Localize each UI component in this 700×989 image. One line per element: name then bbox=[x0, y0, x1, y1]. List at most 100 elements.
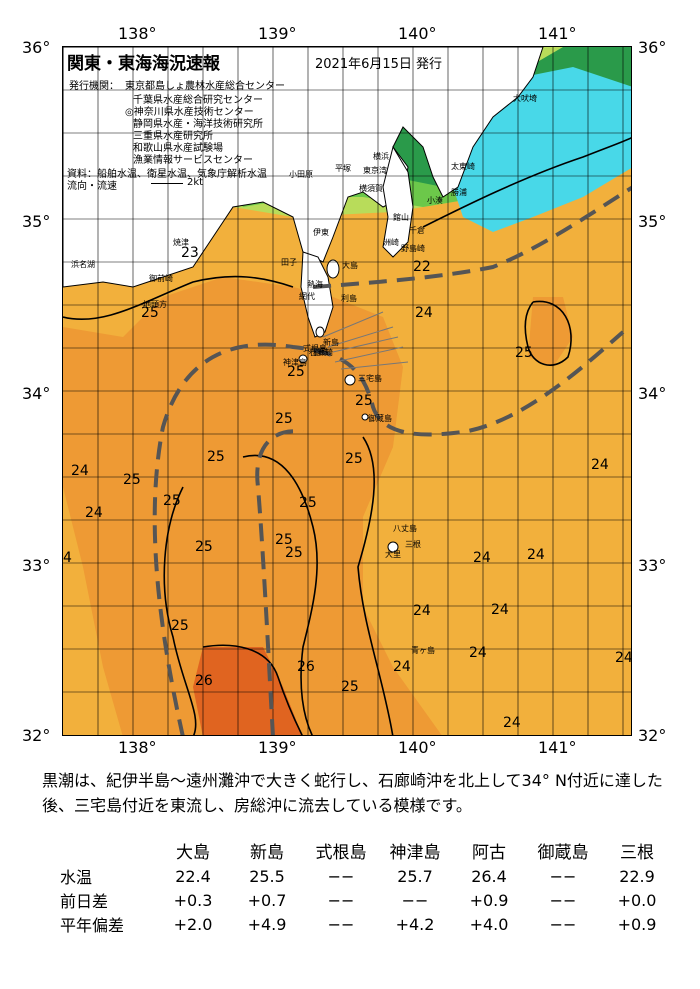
niijima-island bbox=[315, 326, 325, 338]
place-inubozaki: 大吠埼 bbox=[513, 94, 537, 103]
lon-label-140-bottom: 140° bbox=[398, 738, 437, 757]
table-row: 水温 22.4 25.5 −− 25.7 26.4 −− 22.9 bbox=[60, 864, 674, 888]
grid-lines bbox=[63, 47, 631, 735]
lon-label-141-top: 141° bbox=[538, 24, 577, 43]
isotherm-label: 25 bbox=[275, 532, 293, 548]
isotherm-label: 25 bbox=[207, 449, 225, 465]
place-jitogata: 地頭方 bbox=[143, 300, 167, 309]
isotherm-label: 25 bbox=[515, 345, 533, 361]
lon-label-138-top: 138° bbox=[118, 24, 157, 43]
isotherm-label: 25 bbox=[141, 305, 159, 321]
col-header: 式根島 bbox=[315, 842, 367, 863]
observation-table: 大島 新島 式根島 神津島 阿古 御蔵島 三根 水温 22.4 25.5 −− … bbox=[60, 836, 674, 936]
lat-label-34-left: 34° bbox=[22, 384, 51, 403]
current-description: 黒潮は、紀伊半島～遠州灘沖で大きく蛇行し、石廊崎沖を北上して34° N付近に達し… bbox=[42, 771, 663, 815]
sea-25-eddy bbox=[528, 297, 573, 367]
place-mikurajima: 御蔵島 bbox=[368, 414, 392, 423]
table-cell: −− bbox=[549, 866, 577, 886]
lon-label-138-bottom: 138° bbox=[118, 738, 157, 757]
place-taitozaki: 太東崎 bbox=[451, 162, 475, 171]
row-header: 前日差 bbox=[60, 892, 109, 911]
lon-label-139-bottom: 139° bbox=[258, 738, 297, 757]
place-kominato: 小湊 bbox=[427, 196, 443, 205]
place-yaizu: 焼津 bbox=[173, 238, 189, 247]
place-ito: 伊東 bbox=[313, 228, 329, 237]
hachijojima-island bbox=[387, 541, 399, 553]
agency-2: 千葉県水産総合研究センター bbox=[133, 95, 263, 106]
lat-label-33-right: 33° bbox=[638, 556, 667, 575]
table-cell: +2.0 bbox=[173, 914, 213, 934]
isotherm-label: 24 bbox=[413, 603, 431, 619]
table-corner bbox=[60, 836, 156, 864]
table-cell: −− bbox=[327, 890, 355, 910]
table-cell: +0.9 bbox=[617, 914, 657, 934]
table-row: 平年偏差 +2.0 +4.9 −− +4.2 +4.0 −− +0.9 bbox=[60, 912, 674, 936]
isotherm-label: 25 bbox=[195, 539, 213, 555]
data-sources: 資料：船舶水温、衛星水温、気象庁解析水温 bbox=[67, 169, 267, 180]
isotherm-label: 25 bbox=[287, 364, 305, 380]
col-header: 阿古 bbox=[472, 842, 506, 863]
table-cell: 26.4 bbox=[471, 866, 507, 886]
table-cell: −− bbox=[401, 890, 429, 910]
isotherm-25-eddy bbox=[524, 300, 572, 366]
isotherm-label: 25 bbox=[341, 679, 359, 695]
isotherm-label: 24 bbox=[591, 457, 609, 473]
place-osato: 大里 bbox=[385, 550, 401, 559]
kuroshio-axis-branch bbox=[255, 429, 304, 735]
lat-label-32-left: 32° bbox=[22, 726, 51, 745]
table-cell: −− bbox=[327, 866, 355, 886]
place-ajiro: 網代 bbox=[299, 292, 315, 301]
isotherm-lines bbox=[63, 137, 631, 735]
row-header: 水温 bbox=[60, 868, 93, 887]
boso-peninsula bbox=[382, 145, 414, 258]
mikurajima-island bbox=[361, 413, 369, 421]
table-cell: +0.7 bbox=[247, 890, 287, 910]
lon-label-141-bottom: 141° bbox=[538, 738, 577, 757]
sea-26-area bbox=[193, 647, 303, 735]
place-chikura: 千倉 bbox=[409, 226, 425, 235]
table-cell: 25.5 bbox=[249, 866, 285, 886]
isotherm-label: 25 bbox=[299, 495, 317, 511]
isotherm-25-west bbox=[163, 486, 197, 735]
place-katsuura: 勝浦 bbox=[451, 188, 467, 197]
isotherm-label: 24 bbox=[469, 645, 487, 661]
table-cell: +4.9 bbox=[247, 914, 287, 934]
honshu-land bbox=[63, 47, 544, 288]
isotherm-label: 24 bbox=[71, 463, 89, 479]
izu-peninsula bbox=[300, 251, 334, 338]
lat-label-35-right: 35° bbox=[638, 212, 667, 231]
isotherm-label: 24 bbox=[615, 650, 632, 666]
isotherm-26 bbox=[202, 644, 303, 735]
isotherm-label: 25 bbox=[163, 493, 181, 509]
table-cell: −− bbox=[549, 914, 577, 934]
place-omaezaki: 御前崎 bbox=[149, 274, 173, 283]
lat-label-32-right: 32° bbox=[638, 726, 667, 745]
isotherm-label: 25 bbox=[345, 451, 363, 467]
row-header: 平年偏差 bbox=[60, 916, 125, 935]
isotherm-label: 26 bbox=[297, 659, 315, 675]
place-kozushima: 神津島 bbox=[283, 358, 307, 367]
lat-label-35-left: 35° bbox=[22, 212, 51, 231]
isotherm-label: 25 bbox=[171, 618, 189, 634]
miyakejima-island bbox=[344, 374, 356, 386]
place-yokosuka: 横須賀 bbox=[359, 184, 383, 193]
place-tateyama: 館山 bbox=[393, 213, 409, 222]
kuroshio-axis bbox=[152, 185, 631, 735]
place-sunosaki: 洲崎 bbox=[383, 238, 399, 247]
place-atami: 熱海 bbox=[307, 280, 323, 289]
isotherm-label: 25 bbox=[123, 472, 141, 488]
place-tago: 田子 bbox=[281, 258, 297, 267]
table-cell: +4.2 bbox=[395, 914, 435, 934]
col-header: 神津島 bbox=[389, 842, 441, 863]
table-cell: +0.9 bbox=[469, 890, 509, 910]
lat-label-33-left: 33° bbox=[22, 556, 51, 575]
col-header: 御蔵島 bbox=[537, 842, 589, 863]
sea-temperature-map: 関東・東海海況速報 2021年6月15日 発行 発行機関： 東京都島しょ農林水産… bbox=[62, 46, 632, 736]
isotherm-label: 4 bbox=[63, 550, 72, 566]
kuroshio-axis-main bbox=[152, 330, 625, 735]
agency-3: ◎神奈川県水産技術センター bbox=[125, 107, 254, 118]
table-cell: +4.0 bbox=[469, 914, 509, 934]
lat-label-36-left: 36° bbox=[22, 38, 51, 57]
place-miyakejima: 三宅島 bbox=[358, 374, 382, 383]
table-cell: +0.0 bbox=[617, 890, 657, 910]
